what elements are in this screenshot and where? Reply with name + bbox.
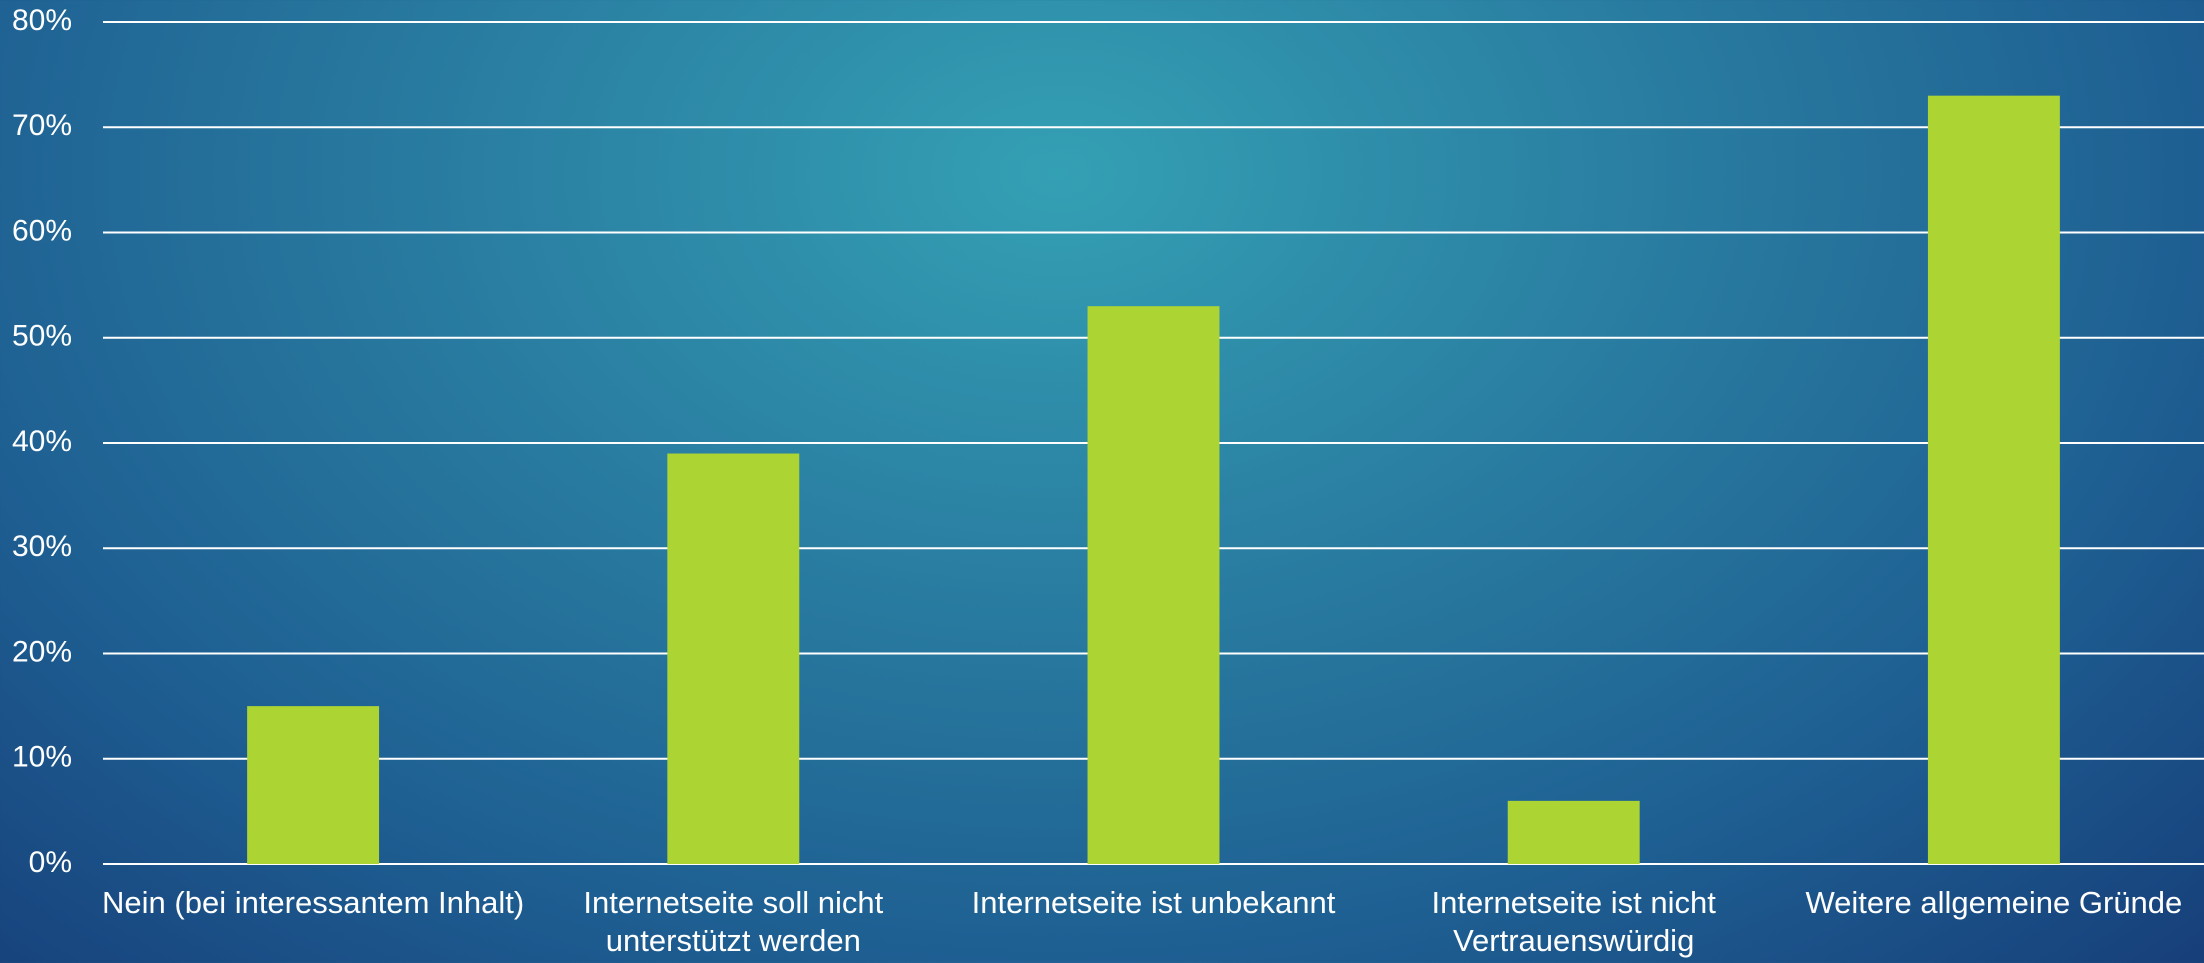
bar [247,706,380,864]
x-tick-label: Internetseite ist unbekannt [971,885,1336,920]
y-tick-label: 80% [12,4,72,37]
y-tick-label: 70% [12,109,72,142]
y-tick-label: 50% [12,320,72,353]
y-tick-label: 30% [12,530,72,563]
bar [667,453,800,864]
y-tick-label: 0% [29,846,72,879]
x-tick-label: Internetseite soll nicht unterstützt wer… [583,885,884,958]
bar [1507,800,1640,864]
x-tick-label: Internetseite ist nicht Vertrauenswürdig [1431,885,1716,958]
y-tick-label: 40% [12,425,72,458]
bar [1087,306,1220,864]
x-tick-label: Weitere allgemeine Gründe [1805,885,2183,920]
bar [1927,95,2060,865]
x-tick-label: Nein (bei interessantem Inhalt) [102,885,525,920]
y-tick-label: 10% [12,741,72,774]
y-tick-label: 20% [12,635,72,668]
y-tick-label: 60% [12,214,72,247]
